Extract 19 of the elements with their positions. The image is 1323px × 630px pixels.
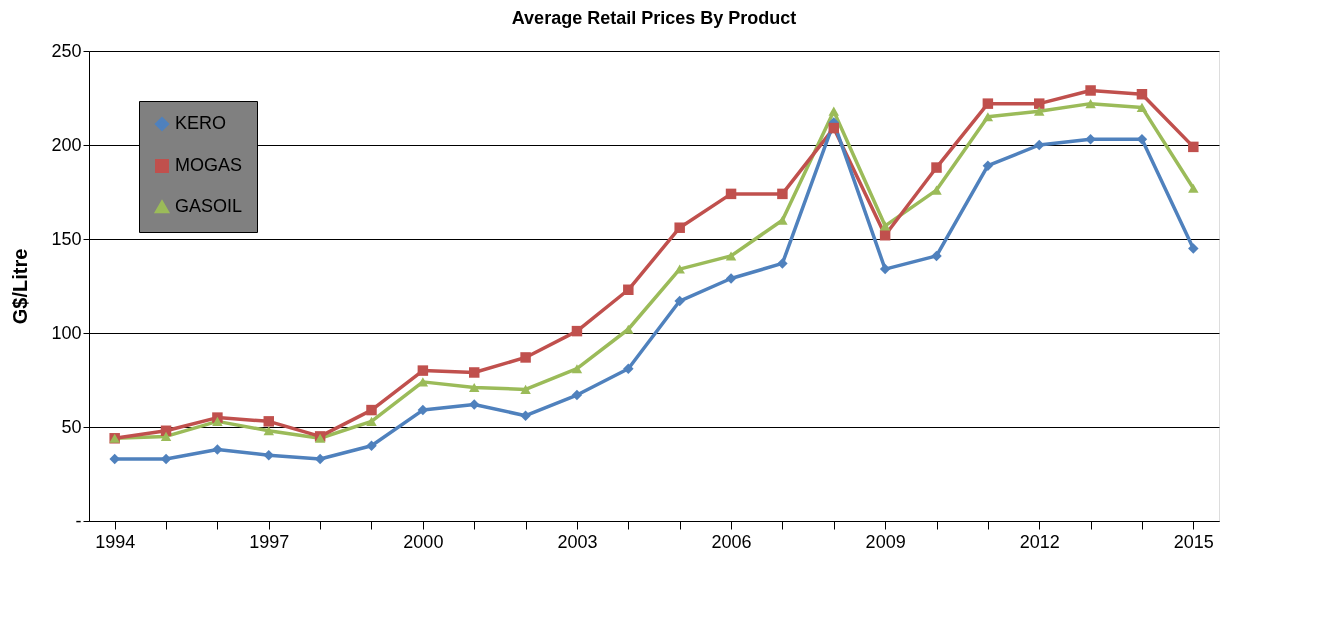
x-tick-label: 1997: [249, 531, 290, 552]
x-tick-label: 2015: [1173, 531, 1214, 552]
y-axis-title: G$/Litre: [9, 248, 32, 325]
x-tick-label: 1994: [95, 531, 136, 552]
chart-title: Average Retail Prices By Product: [511, 8, 797, 28]
y-tick-label: 250: [51, 40, 82, 61]
legend-label: KERO: [175, 113, 227, 133]
y-tick-label: 50: [61, 416, 82, 437]
x-tick-label: 2012: [1019, 531, 1060, 552]
y-tick-label: 100: [51, 322, 82, 343]
y-tick-label: 150: [51, 228, 82, 249]
x-tick-label: 2003: [557, 531, 598, 552]
x-tick-label: 2006: [711, 531, 752, 552]
y-tick-label: 200: [51, 134, 82, 155]
legend-label: MOGAS: [175, 155, 243, 175]
x-tick-label: 2009: [865, 531, 906, 552]
legend-label: GASOIL: [175, 196, 243, 216]
x-tick-label: 2000: [403, 531, 444, 552]
y-tick-label: -: [75, 510, 82, 531]
